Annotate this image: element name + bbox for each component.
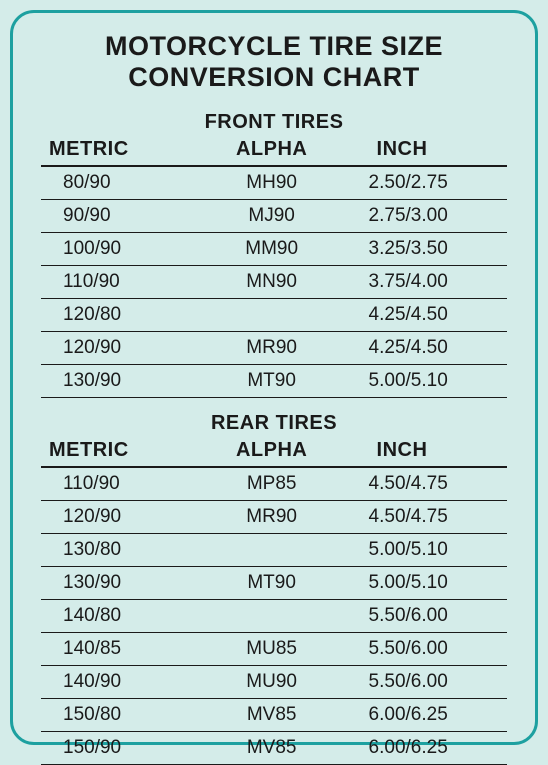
table-row: 110/90MN903.75/4.00	[41, 266, 507, 299]
cell: MR90	[195, 501, 349, 534]
cell: 110/90	[41, 467, 195, 501]
cell: MT90	[195, 567, 349, 600]
cell: 140/85	[41, 633, 195, 666]
column-header: ALPHA	[195, 136, 349, 166]
title-line-1: MOTORCYCLE TIRE SIZE	[105, 31, 443, 61]
cell: 4.50/4.75	[349, 467, 507, 501]
cell: 120/90	[41, 332, 195, 365]
column-header: ALPHA	[195, 437, 349, 467]
cell: 140/90	[41, 666, 195, 699]
table-row: 150/80MV856.00/6.25	[41, 699, 507, 732]
cell: MV85	[195, 732, 349, 765]
cell: 4.25/4.50	[349, 332, 507, 365]
cell: 5.00/5.10	[349, 365, 507, 398]
cell: 140/80	[41, 600, 195, 633]
cell: MU85	[195, 633, 349, 666]
cell: 3.75/4.00	[349, 266, 507, 299]
cell: 120/80	[41, 299, 195, 332]
cell: 110/90	[41, 266, 195, 299]
section-heading: REAR TIRES	[41, 412, 507, 435]
cell: 5.00/5.10	[349, 567, 507, 600]
cell: MM90	[195, 233, 349, 266]
table-row: 110/90MP854.50/4.75	[41, 467, 507, 501]
cell: 150/90	[41, 732, 195, 765]
table-row: 80/90MH902.50/2.75	[41, 166, 507, 200]
cell: 2.75/3.00	[349, 200, 507, 233]
chart-title: MOTORCYCLE TIRE SIZE CONVERSION CHART	[41, 31, 507, 93]
cell: MH90	[195, 166, 349, 200]
cell: 5.00/5.10	[349, 534, 507, 567]
cell: MJ90	[195, 200, 349, 233]
table-row: 100/90MM903.25/3.50	[41, 233, 507, 266]
table-row: 130/80 5.00/5.10	[41, 534, 507, 567]
section-heading: FRONT TIRES	[41, 111, 507, 134]
cell: MN90	[195, 266, 349, 299]
cell	[195, 534, 349, 567]
column-header: INCH	[349, 437, 507, 467]
column-header: METRIC	[41, 136, 195, 166]
cell: 100/90	[41, 233, 195, 266]
table-row: 130/90MT905.00/5.10	[41, 365, 507, 398]
cell: 90/90	[41, 200, 195, 233]
cell: 80/90	[41, 166, 195, 200]
table-row: 120/90MR904.50/4.75	[41, 501, 507, 534]
cell: 130/90	[41, 365, 195, 398]
cell: MP85	[195, 467, 349, 501]
cell: MR90	[195, 332, 349, 365]
cell: 6.00/6.25	[349, 732, 507, 765]
cell: 2.50/2.75	[349, 166, 507, 200]
table-row: 140/85MU855.50/6.00	[41, 633, 507, 666]
table-row: 90/90MJ902.75/3.00	[41, 200, 507, 233]
table-row: 150/90MV856.00/6.25	[41, 732, 507, 765]
cell: 4.25/4.50	[349, 299, 507, 332]
title-line-2: CONVERSION CHART	[128, 62, 420, 92]
table-row: 120/80 4.25/4.50	[41, 299, 507, 332]
cell: 5.50/6.00	[349, 666, 507, 699]
table-row: 130/90MT905.00/5.10	[41, 567, 507, 600]
cell: 6.00/6.25	[349, 699, 507, 732]
column-header: INCH	[349, 136, 507, 166]
conversion-table: METRICALPHAINCH110/90MP854.50/4.75120/90…	[41, 437, 507, 765]
sections-container: FRONT TIRESMETRICALPHAINCH80/90MH902.50/…	[41, 111, 507, 765]
cell: 130/90	[41, 567, 195, 600]
conversion-table: METRICALPHAINCH80/90MH902.50/2.7590/90MJ…	[41, 136, 507, 398]
table-row: 140/90MU905.50/6.00	[41, 666, 507, 699]
cell: 3.25/3.50	[349, 233, 507, 266]
column-header: METRIC	[41, 437, 195, 467]
table-row: 120/90MR904.25/4.50	[41, 332, 507, 365]
cell: MV85	[195, 699, 349, 732]
cell: 5.50/6.00	[349, 633, 507, 666]
cell: MT90	[195, 365, 349, 398]
cell	[195, 600, 349, 633]
cell: 120/90	[41, 501, 195, 534]
table-row: 140/80 5.50/6.00	[41, 600, 507, 633]
cell: 130/80	[41, 534, 195, 567]
chart-card: MOTORCYCLE TIRE SIZE CONVERSION CHART FR…	[10, 10, 538, 745]
cell: 150/80	[41, 699, 195, 732]
cell: MU90	[195, 666, 349, 699]
cell: 5.50/6.00	[349, 600, 507, 633]
cell: 4.50/4.75	[349, 501, 507, 534]
cell	[195, 299, 349, 332]
